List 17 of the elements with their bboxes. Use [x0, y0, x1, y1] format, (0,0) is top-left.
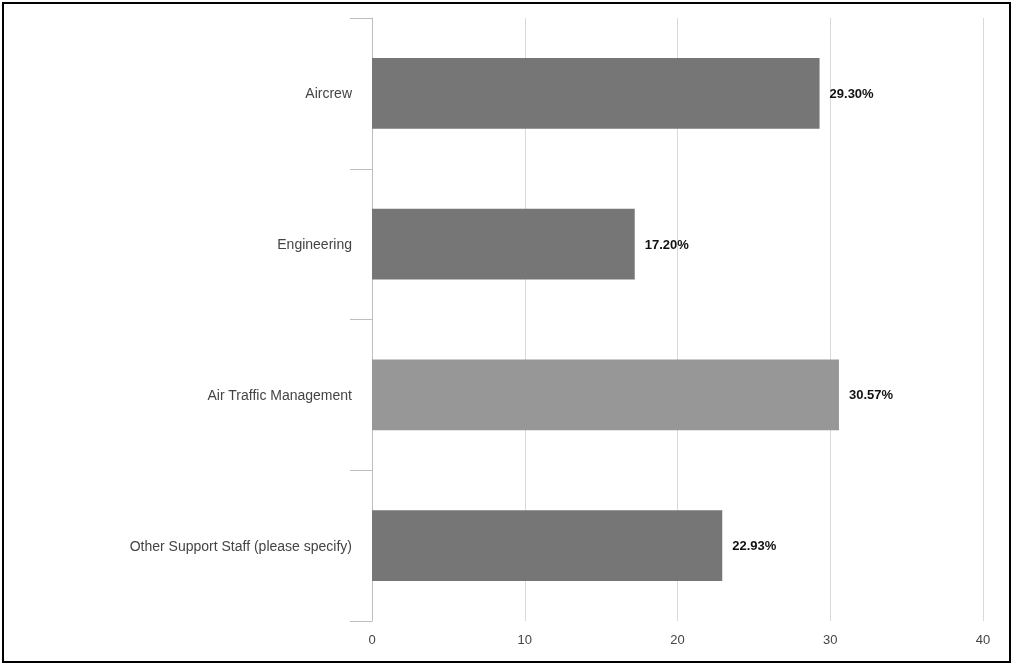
data-label: 29.30% — [829, 85, 875, 101]
data-label: 17.20% — [644, 236, 690, 252]
x-tick-label: 0 — [368, 632, 376, 647]
y-tick-label: Engineering — [277, 236, 352, 253]
y-tick-label: Air Traffic Management — [207, 386, 353, 403]
bar — [372, 57, 820, 129]
x-tick-label: 30 — [823, 632, 838, 647]
x-tick-label: 20 — [670, 632, 685, 647]
x-tick-label: 10 — [517, 632, 532, 647]
y-tick-label: Aircrew — [305, 85, 353, 102]
x-tick-label: 40 — [975, 632, 991, 647]
bar — [372, 359, 839, 431]
y-tick-label: Other Support Staff (please specify) — [129, 537, 352, 554]
bar — [372, 510, 723, 582]
data-label: 22.93% — [732, 538, 777, 554]
data-label: 30.57% — [848, 387, 894, 403]
bar — [372, 208, 635, 280]
